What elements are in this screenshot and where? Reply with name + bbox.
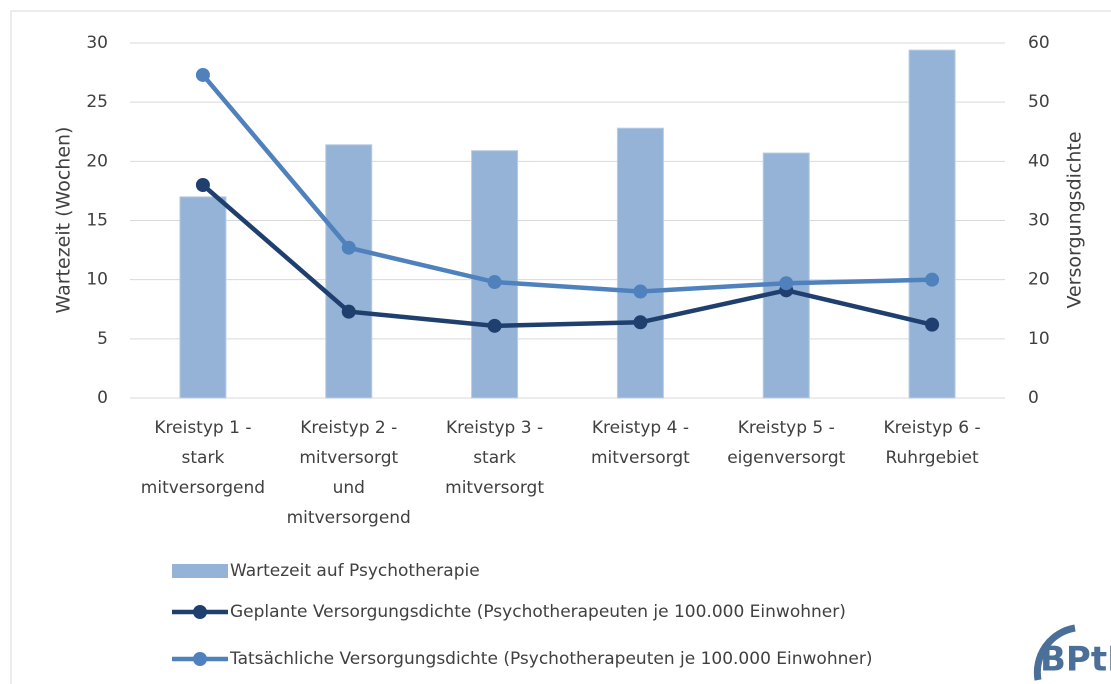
y2-tick-label: 50 [1028, 92, 1050, 112]
bar [179, 196, 227, 399]
x-tick-label: Kreistyp 3 -stark mitversorgt [445, 418, 544, 498]
y-tick-label: 5 [97, 329, 108, 349]
bar [908, 49, 956, 399]
bar [762, 152, 810, 399]
legend-label: Wartezeit auf Psychotherapie [230, 561, 480, 581]
marker [195, 67, 210, 82]
legend-marker [193, 605, 207, 619]
y-tick-label: 30 [86, 33, 108, 53]
legend-marker [193, 652, 207, 666]
x-tick-label: Kreistyp 1 -stark mitversorgend [141, 418, 265, 498]
x-tick-label: Kreistyp 4 -mitversorgt [591, 418, 690, 468]
logo-arc [1033, 624, 1076, 681]
line-series [201, 73, 933, 294]
y-axis-title: Wartezeit (Wochen) [53, 127, 75, 314]
x-tick-label: Kreistyp 5 -eigenversorgt [727, 418, 845, 468]
chart-frame [10, 10, 1111, 684]
y-tick-label: 10 [86, 270, 108, 290]
bar [616, 127, 664, 399]
logo: BPtK [1040, 640, 1111, 680]
y2-tick-label: 20 [1028, 270, 1050, 290]
legend-label: Tatsächliche Versorgungsdichte (Psychoth… [229, 649, 872, 669]
line-series [201, 183, 933, 329]
bar [471, 150, 519, 399]
y-tick-label: 20 [86, 151, 108, 171]
y-tick-label: 0 [97, 388, 108, 408]
marker [341, 240, 356, 255]
y2-tick-label: 60 [1028, 33, 1050, 53]
x-tick-label: Kreistyp 6 -Ruhrgebiet [884, 418, 981, 468]
marker [925, 317, 940, 332]
marker [487, 275, 502, 290]
y2-tick-label: 10 [1028, 329, 1050, 349]
y2-tick-label: 0 [1028, 388, 1039, 408]
x-tick-label: Kreistyp 2 -mitversorgt und mitversorgend [287, 418, 411, 528]
y-tick-label: 15 [86, 211, 108, 231]
y2-axis-title: Versorgungsdichte [1064, 131, 1086, 308]
marker [633, 315, 648, 330]
marker [925, 272, 940, 287]
marker [487, 318, 502, 333]
marker [779, 276, 794, 291]
y2-tick-label: 30 [1028, 211, 1050, 231]
bar [325, 144, 373, 399]
legend-label: Geplante Versorgungsdichte (Psychotherap… [230, 602, 846, 622]
y-tick-label: 25 [86, 92, 108, 112]
y2-tick-label: 40 [1028, 151, 1050, 171]
legend-swatch [172, 564, 228, 578]
marker [633, 284, 648, 299]
marker [341, 304, 356, 319]
marker [195, 178, 210, 192]
